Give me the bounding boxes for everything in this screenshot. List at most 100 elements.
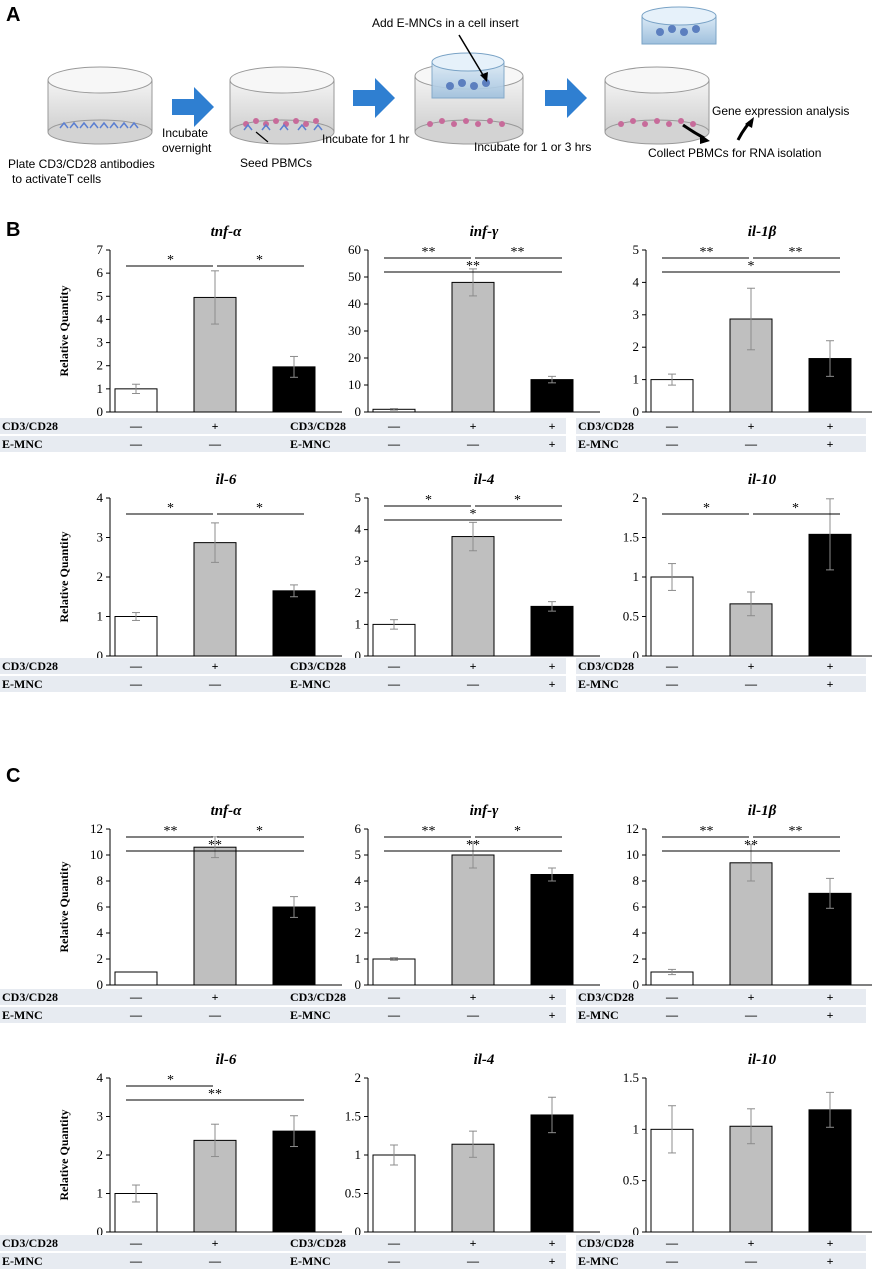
y-tick-label: 0 (97, 1224, 104, 1239)
significance-marker: * (167, 501, 174, 516)
condition-row-bg (288, 989, 566, 1005)
culture-dish-2 (229, 66, 335, 145)
culture-dish-1 (47, 66, 153, 145)
bar (530, 379, 574, 413)
y-tick-label: 2 (633, 951, 640, 966)
y-tick-label: 3 (97, 335, 104, 350)
significance-marker: * (167, 253, 174, 268)
condition-label: E-MNC (290, 1008, 331, 1022)
bar (372, 958, 416, 986)
condition-value: + (212, 1236, 219, 1250)
y-tick-label: 2 (355, 1070, 362, 1085)
condition-value: — (387, 437, 401, 451)
condition-value: + (748, 419, 755, 433)
y-tick-label: 4 (97, 925, 104, 940)
condition-value: — (466, 1008, 480, 1022)
condition-value: — (129, 1236, 143, 1250)
y-axis-label: Relative Quantity (57, 532, 71, 623)
y-tick-label: 7 (97, 242, 104, 257)
condition-value: + (212, 659, 219, 673)
condition-label: E-MNC (290, 437, 331, 451)
condition-value: + (549, 419, 556, 433)
condition-row-bg (288, 1007, 566, 1023)
y-tick-label: 4 (97, 1070, 104, 1085)
y-tick-label: 1.5 (623, 530, 639, 545)
y-tick-label: 6 (97, 899, 104, 914)
condition-value: + (827, 990, 834, 1004)
condition-value: — (665, 419, 679, 433)
condition-value: + (470, 990, 477, 1004)
pointer-arrow (458, 34, 487, 81)
y-tick-label: 1 (97, 1186, 104, 1201)
condition-row-bg (288, 676, 566, 692)
bar (530, 605, 574, 657)
y-tick-label: 4 (633, 274, 640, 289)
chart-title: il-10 (748, 472, 777, 488)
condition-value: — (208, 437, 222, 451)
y-tick-label: 2 (97, 951, 104, 966)
y-tick-label: 1 (633, 569, 640, 584)
significance-marker: ** (511, 245, 525, 260)
y-tick-label: 0.5 (345, 1186, 361, 1201)
y-tick-label: 8 (633, 873, 640, 888)
step-incubate-1-3hrs: Incubate for 1 or 3 hrs (474, 140, 592, 154)
chart-title: il-4 (474, 472, 495, 488)
significance-marker: * (703, 501, 710, 516)
condition-value: — (129, 990, 143, 1004)
condition-label: E-MNC (290, 1254, 331, 1268)
condition-row-bg (0, 436, 290, 452)
significance-marker: ** (789, 824, 803, 839)
y-tick-label: 3 (355, 553, 362, 568)
significance-marker: ** (744, 838, 758, 853)
y-tick-label: 4 (97, 311, 104, 326)
significance-marker: * (167, 1073, 174, 1088)
y-tick-label: 4 (355, 522, 362, 537)
y-tick-label: 5 (355, 847, 362, 862)
condition-value: — (208, 677, 222, 691)
condition-label: CD3/CD28 (578, 1236, 634, 1250)
y-tick-label: 0 (633, 404, 640, 419)
condition-row-bg (576, 1007, 866, 1023)
step-collect-pbmcs: Collect PBMCs for RNA isolation (648, 146, 822, 160)
significance-marker: * (256, 824, 263, 839)
significance-marker: ** (422, 245, 436, 260)
chart-title: inf-γ (470, 803, 500, 819)
y-tick-label: 1.5 (623, 1070, 639, 1085)
y-tick-label: 1 (633, 1121, 640, 1136)
condition-label: CD3/CD28 (290, 990, 346, 1004)
condition-value: — (466, 1254, 480, 1268)
condition-label: CD3/CD28 (2, 419, 58, 433)
y-tick-label: 10 (348, 377, 361, 392)
condition-value: + (212, 419, 219, 433)
y-tick-label: 3 (97, 1109, 104, 1124)
y-tick-label: 1.5 (345, 1109, 361, 1124)
condition-label: E-MNC (578, 1254, 619, 1268)
condition-value: — (129, 1008, 143, 1022)
condition-label: E-MNC (2, 1254, 43, 1268)
condition-value: + (549, 677, 556, 691)
y-tick-label: 0 (633, 977, 640, 992)
step-plate-antibodies: Plate CD3/CD28 antibodies (8, 157, 155, 171)
condition-label: E-MNC (2, 677, 43, 691)
y-tick-label: 6 (355, 821, 362, 836)
significance-marker: * (256, 253, 263, 268)
condition-value: + (470, 1236, 477, 1250)
y-axis-label: Relative Quantity (57, 286, 71, 377)
y-tick-label: 1 (97, 609, 104, 624)
y-tick-label: 1 (355, 616, 362, 631)
condition-label: E-MNC (290, 677, 331, 691)
y-tick-label: 0 (355, 648, 362, 663)
condition-row-bg (0, 658, 290, 674)
condition-label: CD3/CD28 (578, 659, 634, 673)
condition-label: CD3/CD28 (578, 990, 634, 1004)
significance-marker: * (748, 259, 755, 274)
condition-label: E-MNC (2, 437, 43, 451)
condition-row-bg (576, 1253, 866, 1269)
significance-marker: * (514, 493, 521, 508)
chart-title: tnf-α (211, 224, 243, 240)
significance-marker: * (425, 493, 432, 508)
condition-label: CD3/CD28 (2, 1236, 58, 1250)
bar (272, 590, 316, 657)
condition-value: — (129, 659, 143, 673)
